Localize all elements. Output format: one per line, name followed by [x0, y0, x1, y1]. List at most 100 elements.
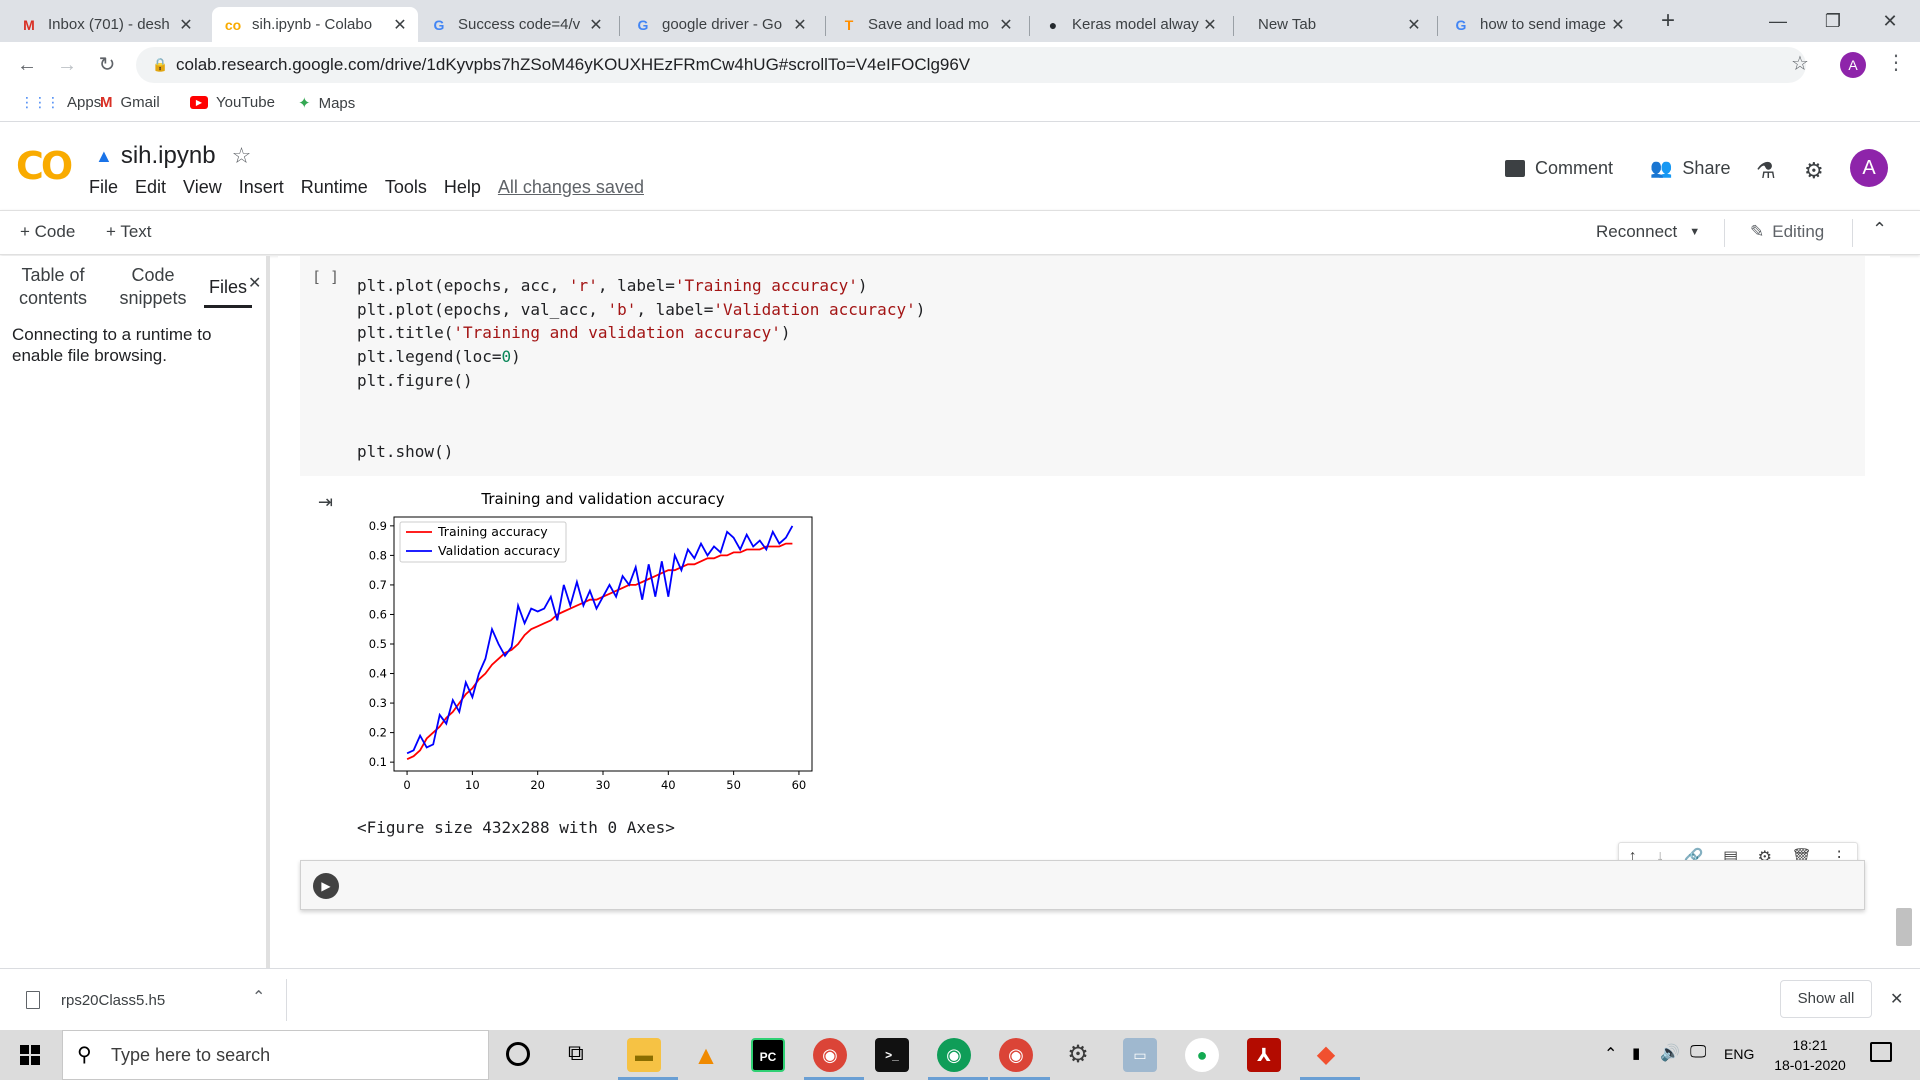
battery-icon[interactable]: ▮ [1632, 1045, 1641, 1062]
x-tick-label: 30 [596, 778, 611, 792]
browser-tab[interactable]: ● Keras model alway ✕ [1032, 7, 1228, 42]
code-cell[interactable]: [ ] plt.plot(epochs, acc, 'r', label='Tr… [300, 256, 1865, 476]
forward-arrow-icon[interactable]: → [57, 54, 77, 76]
task-view-icon[interactable]: ⧉ [568, 1040, 584, 1065]
active-app-indicator [618, 1077, 678, 1080]
empty-code-cell[interactable]: ▶ [300, 860, 1865, 910]
settings-app-icon[interactable]: ⚙ [1067, 1041, 1089, 1068]
move-up-icon[interactable]: ↑ [1628, 848, 1637, 865]
bookmark-apps[interactable]: ⋮⋮⋮ Apps [20, 94, 102, 111]
legend-training: Training accuracy [437, 524, 548, 539]
chrome-profile-avatar[interactable]: A [1840, 52, 1866, 78]
network-icon[interactable]: 🖵 [1690, 1042, 1707, 1061]
bookmark-star-icon[interactable]: ☆ [1791, 53, 1809, 75]
reload-icon[interactable]: ↻ [98, 54, 116, 76]
tab-separator [825, 16, 826, 36]
close-tab-icon[interactable]: ✕ [999, 16, 1013, 34]
action-center-icon[interactable] [1870, 1042, 1892, 1062]
chrome-profile-a-icon[interactable]: ◉ [937, 1038, 971, 1072]
close-tab-icon[interactable]: ✕ [589, 16, 603, 34]
cell-execution-bracket[interactable]: [ ] [312, 268, 340, 286]
menu-runtime[interactable]: Runtime [300, 177, 368, 197]
close-tab-icon[interactable]: ✕ [1407, 16, 1421, 34]
chrome-icon[interactable]: ◉ [813, 1038, 847, 1072]
bookmark-youtube[interactable]: ▶ YouTube [190, 94, 275, 111]
pycharm-icon[interactable]: PC [751, 1038, 785, 1072]
back-arrow-icon[interactable]: ← [17, 54, 37, 76]
system-clock[interactable]: 18:21 18-01-2020 [1770, 1035, 1850, 1075]
notebook-scrollbar[interactable] [1896, 908, 1912, 946]
tray-chevron-up-icon[interactable]: ⌃ [1604, 1046, 1618, 1063]
lab-flask-icon[interactable]: ⚗ [1756, 158, 1776, 183]
taskbar-search-box[interactable]: ⚲ Type here to search [62, 1030, 489, 1080]
browser-tab[interactable]: T Save and load mo ✕ [828, 7, 1024, 42]
language-indicator[interactable]: ENG [1724, 1046, 1755, 1062]
code-editor[interactable]: plt.plot(epochs, acc, 'r', label='Traini… [357, 276, 926, 461]
menu-edit[interactable]: Edit [135, 177, 167, 197]
run-cell-icon[interactable]: ▶ [313, 873, 339, 899]
cortana-icon[interactable] [506, 1042, 530, 1066]
move-down-icon[interactable]: ↓ [1656, 848, 1665, 865]
tab-table-of-contents[interactable]: Table of contents [18, 265, 88, 308]
comment-button[interactable]: Comment [1505, 158, 1613, 179]
vlc-icon[interactable]: ▲ [693, 1040, 719, 1070]
file-explorer-icon[interactable]: ▬ [627, 1038, 661, 1072]
save-status[interactable]: All changes saved [497, 177, 644, 197]
menu-help[interactable]: Help [443, 177, 481, 197]
settings-gear-icon[interactable]: ⚙ [1804, 158, 1824, 183]
close-sidebar-icon[interactable]: ✕ [248, 275, 262, 292]
photos-app-icon[interactable]: ▭ [1123, 1038, 1157, 1072]
git-gui-icon[interactable]: ◆ [1316, 1041, 1336, 1068]
reconnect-button[interactable]: Reconnect ▼ [1596, 222, 1701, 241]
close-tab-icon[interactable]: ✕ [1611, 16, 1625, 34]
terminal-icon[interactable]: >_ [875, 1038, 909, 1072]
windows-start-icon[interactable] [20, 1045, 40, 1065]
tab-files[interactable]: Files [204, 276, 252, 308]
menu-tools[interactable]: Tools [384, 177, 427, 197]
user-avatar[interactable]: A [1850, 149, 1888, 187]
new-tab-button[interactable]: + [1660, 7, 1675, 34]
download-item-name[interactable]: rps20Class5.h5 [61, 992, 166, 1009]
browser-tab[interactable]: G Success code=4/v ✕ [418, 7, 614, 42]
browser-tab[interactable]: New Tab ✕ [1236, 7, 1432, 42]
acrobat-icon[interactable]: ⅄ [1247, 1038, 1281, 1072]
chrome-profile-t-icon[interactable]: ◉ [999, 1038, 1033, 1072]
tab-code-snippets[interactable]: Code snippets [119, 265, 187, 308]
menu-insert[interactable]: Insert [238, 177, 284, 197]
address-bar[interactable]: 🔒 colab.research.google.com/drive/1dKyvp… [136, 47, 1806, 83]
close-window-icon[interactable]: ✕ [1882, 11, 1898, 31]
bookmark-gmail[interactable]: M Gmail [100, 94, 160, 111]
volume-icon[interactable]: 🔊 [1660, 1045, 1680, 1062]
collapse-header-icon[interactable]: ⌃ [1872, 219, 1888, 239]
close-tab-icon[interactable]: ✕ [393, 16, 407, 34]
star-icon[interactable]: ☆ [231, 143, 252, 168]
show-all-button[interactable]: Show all [1780, 980, 1872, 1018]
browser-tab[interactable]: co sih.ipynb - Colabo ✕ [212, 7, 418, 42]
browser-tab[interactable]: M Inbox (701) - desh ✕ [8, 7, 204, 42]
windows-taskbar: ⚲ Type here to search ⧉ ▬ ▲ PC ◉ >_ ◉ ◉ … [0, 1030, 1920, 1080]
close-tab-icon[interactable]: ✕ [179, 16, 193, 34]
colab-logo[interactable]: CO [16, 144, 73, 188]
menu-file[interactable]: File [89, 177, 119, 197]
output-redirect-icon[interactable]: ⇥ [318, 492, 334, 512]
add-text-button[interactable]: + Text [106, 222, 152, 241]
minimize-window-icon[interactable]: — [1769, 11, 1787, 31]
mongodb-compass-icon[interactable]: ● [1185, 1038, 1219, 1072]
bookmark-maps[interactable]: ✦ Maps [298, 94, 356, 113]
share-button[interactable]: 👥 Share [1650, 158, 1731, 178]
tab-separator [1029, 16, 1030, 36]
close-shelf-icon[interactable]: ✕ [1890, 991, 1904, 1008]
editing-mode-button[interactable]: ✎ Editing [1750, 222, 1825, 241]
notebook-name[interactable]: sih.ipynb [120, 142, 216, 169]
download-options-chevron-icon[interactable]: ⌃ [252, 989, 266, 1006]
add-code-button[interactable]: + Code [20, 222, 76, 241]
close-tab-icon[interactable]: ✕ [1203, 16, 1217, 34]
chrome-menu-icon[interactable]: ⋮ [1886, 52, 1906, 74]
close-tab-icon[interactable]: ✕ [793, 16, 807, 34]
restore-window-icon[interactable]: ❐ [1824, 11, 1842, 31]
menu-view[interactable]: View [183, 177, 222, 197]
colab-header: CO ▲ sih.ipynb ☆ File Edit View Insert R… [0, 122, 1920, 210]
google-icon: G [1455, 16, 1467, 33]
